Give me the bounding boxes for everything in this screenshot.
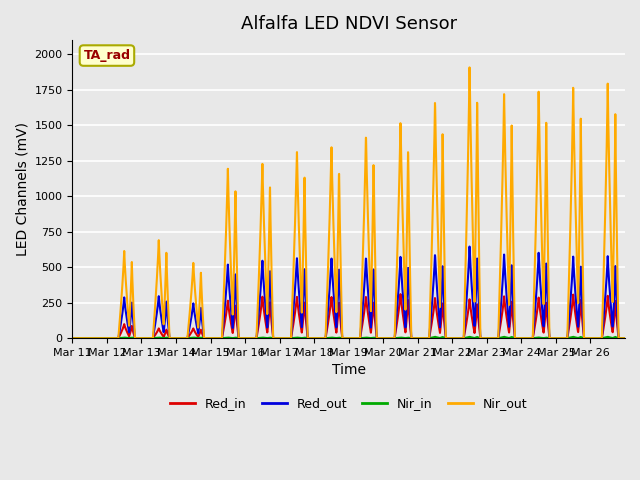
Text: TA_rad: TA_rad	[83, 49, 131, 62]
Red_out	[182, 336, 189, 341]
Nir_out	[420, 336, 428, 341]
Nir_out	[621, 336, 629, 341]
Red_in	[468, 317, 476, 323]
Red_out	[621, 336, 629, 341]
Red_out	[466, 244, 474, 250]
Line: Nir_in: Nir_in	[72, 337, 625, 338]
Nir_in	[537, 335, 545, 341]
Nir_in	[68, 336, 76, 341]
Red_out	[68, 336, 76, 341]
Nir_out	[182, 336, 189, 341]
Red_in	[182, 336, 189, 341]
Red_out	[504, 305, 511, 311]
Nir_in	[504, 335, 511, 340]
Red_in	[68, 336, 76, 341]
Red_in	[537, 312, 545, 318]
Red_out	[468, 292, 476, 298]
Legend: Red_in, Red_out, Nir_in, Nir_out: Red_in, Red_out, Nir_in, Nir_out	[165, 392, 532, 415]
X-axis label: Time: Time	[332, 363, 365, 377]
Red_out	[615, 336, 623, 341]
Red_in	[615, 336, 623, 341]
Red_out	[537, 286, 545, 292]
Nir_out	[615, 336, 623, 341]
Nir_out	[468, 208, 476, 214]
Line: Red_in: Red_in	[72, 294, 625, 338]
Nir_out	[504, 248, 511, 254]
Nir_in	[615, 336, 623, 341]
Red_in	[420, 336, 428, 341]
Nir_in	[604, 334, 612, 340]
Title: Alfalfa LED NDVI Sensor: Alfalfa LED NDVI Sensor	[241, 15, 457, 33]
Red_in	[397, 291, 404, 297]
Nir_in	[468, 335, 476, 340]
Red_in	[504, 320, 511, 326]
Line: Red_out: Red_out	[72, 247, 625, 338]
Y-axis label: LED Channels (mV): LED Channels (mV)	[15, 122, 29, 256]
Nir_in	[182, 336, 189, 341]
Nir_out	[68, 336, 76, 341]
Red_in	[621, 336, 629, 341]
Nir_in	[420, 336, 428, 341]
Line: Nir_out: Nir_out	[72, 67, 625, 338]
Nir_out	[466, 64, 474, 70]
Nir_in	[621, 336, 629, 341]
Nir_out	[537, 193, 545, 199]
Red_out	[420, 336, 428, 341]
